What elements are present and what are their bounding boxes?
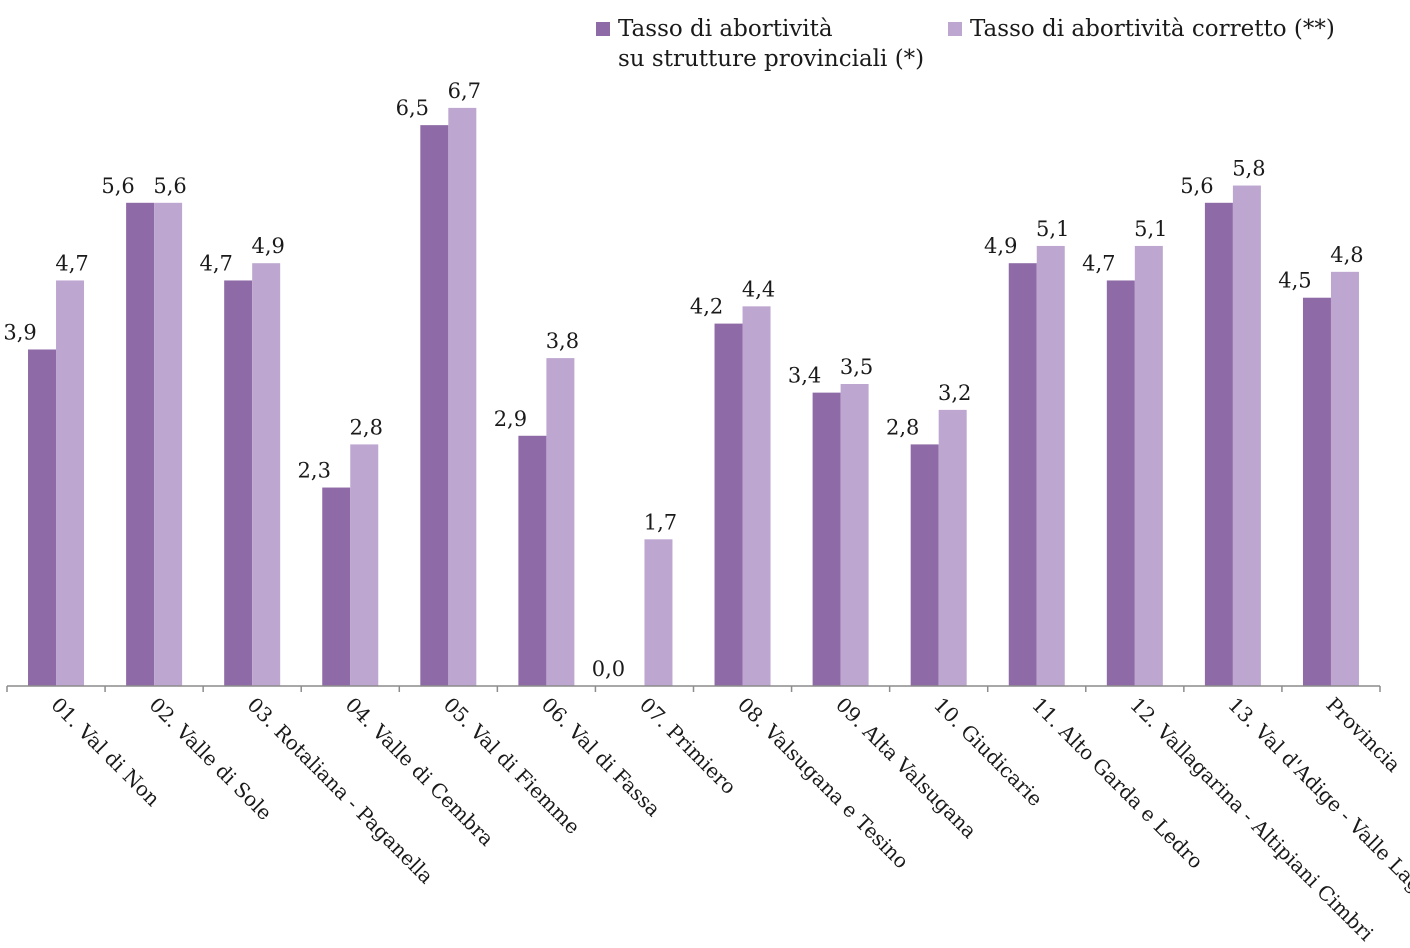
bar-series-2-cat-14	[1330, 271, 1359, 686]
value-label-series-2-cat-14: 4,8	[1330, 243, 1363, 267]
legend-label-series-1-line-2: su strutture provinciali (*)	[618, 46, 925, 72]
bar-series-1-cat-3	[224, 280, 253, 686]
value-label-series-1-cat-4: 2,3	[298, 459, 331, 483]
value-label-series-2-cat-3: 4,9	[251, 234, 284, 258]
value-label-series-2-cat-12: 5,1	[1134, 217, 1167, 241]
bars-group	[28, 107, 1359, 687]
bar-series-2-cat-9	[840, 384, 869, 686]
legend-label-series-1: Tasso di abortività su strutture provinci…	[618, 14, 924, 74]
value-label-series-2-cat-1: 4,7	[55, 251, 88, 275]
value-label-series-2-cat-9: 3,5	[840, 355, 873, 379]
value-label-series-2-cat-6: 3,8	[546, 329, 579, 353]
value-label-series-1-cat-14: 4,5	[1278, 269, 1311, 293]
value-label-series-1-cat-1: 3,9	[3, 320, 36, 344]
value-label-series-1-cat-8: 4,2	[690, 295, 723, 319]
chart-legend: Tasso di abortività su strutture provinci…	[0, 14, 1410, 84]
bar-series-1-cat-1	[28, 349, 57, 686]
value-label-series-1-cat-13: 5,6	[1180, 174, 1213, 198]
bar-series-1-cat-6	[518, 435, 547, 686]
x-tick-label-3: 03. Rotaliana - Paganella	[243, 693, 439, 889]
bar-series-2-cat-3	[252, 263, 281, 686]
bar-series-1-cat-11	[1008, 263, 1037, 686]
value-label-series-1-cat-5: 6,5	[396, 96, 429, 120]
bar-series-2-cat-13	[1232, 185, 1261, 687]
bar-series-1-cat-5	[420, 125, 449, 686]
bar-series-2-cat-12	[1134, 245, 1163, 686]
bar-series-2-cat-2	[154, 202, 183, 687]
bar-series-1-cat-9	[812, 392, 841, 686]
value-label-series-2-cat-5: 6,7	[448, 79, 481, 103]
value-label-series-1-cat-12: 4,7	[1082, 251, 1115, 275]
bar-series-2-cat-7	[644, 539, 673, 686]
bar-series-2-cat-1	[56, 280, 85, 686]
x-tick-label-14: Provincia	[1321, 693, 1405, 777]
bar-series-1-cat-13	[1204, 202, 1233, 687]
bar-series-1-cat-10	[910, 444, 939, 686]
value-label-series-1-cat-9: 3,4	[788, 364, 821, 388]
bar-series-1-cat-12	[1106, 280, 1135, 686]
bar-series-2-cat-8	[742, 306, 771, 686]
bar-series-1-cat-2	[126, 202, 155, 687]
value-label-series-2-cat-13: 5,8	[1232, 157, 1265, 181]
bar-series-2-cat-6	[546, 358, 575, 686]
bar-series-1-cat-8	[714, 323, 743, 686]
value-label-series-1-cat-3: 4,7	[199, 251, 232, 275]
bar-series-2-cat-5	[448, 107, 477, 686]
legend-label-series-2: Tasso di abortività corretto (**)	[970, 16, 1335, 42]
x-tick-label-8: 08. Valsugana e Tesino	[733, 693, 914, 874]
value-label-series-2-cat-11: 5,1	[1036, 217, 1069, 241]
value-label-series-2-cat-4: 2,8	[350, 415, 383, 439]
bar-series-1-cat-4	[322, 487, 351, 686]
bar-series-2-cat-10	[938, 409, 967, 686]
value-label-series-2-cat-8: 4,4	[742, 277, 775, 301]
value-label-series-1-cat-10: 2,8	[886, 415, 919, 439]
legend-swatch-series-2	[948, 22, 962, 36]
value-label-series-2-cat-7: 1,7	[644, 510, 677, 534]
bar-series-2-cat-11	[1036, 245, 1065, 686]
value-label-series-2-cat-2: 5,6	[153, 174, 186, 198]
value-label-series-1-cat-11: 4,9	[984, 234, 1017, 258]
bar-series-1-cat-14	[1302, 297, 1331, 686]
value-label-series-1-cat-7: 0,0	[592, 657, 625, 681]
legend-swatch-series-1	[596, 22, 610, 36]
value-label-series-1-cat-2: 5,6	[101, 174, 134, 198]
bar-series-2-cat-4	[350, 444, 379, 686]
value-label-series-2-cat-10: 3,2	[938, 381, 971, 405]
value-label-series-1-cat-6: 2,9	[494, 407, 527, 431]
x-tick-label-7: 07. Primiero	[635, 693, 741, 799]
value-labels-group: 3,9 4,7 5,6 5,6 4,7 4,9 2,3 2,8 6,5 6,7 2,9 3,8 0,0 1…	[3, 79, 1363, 681]
legend-label-series-1-line-1: Tasso di abortività	[618, 16, 833, 42]
x-tick-label-11: 11. Alto Garda e Ledro	[1027, 693, 1208, 874]
